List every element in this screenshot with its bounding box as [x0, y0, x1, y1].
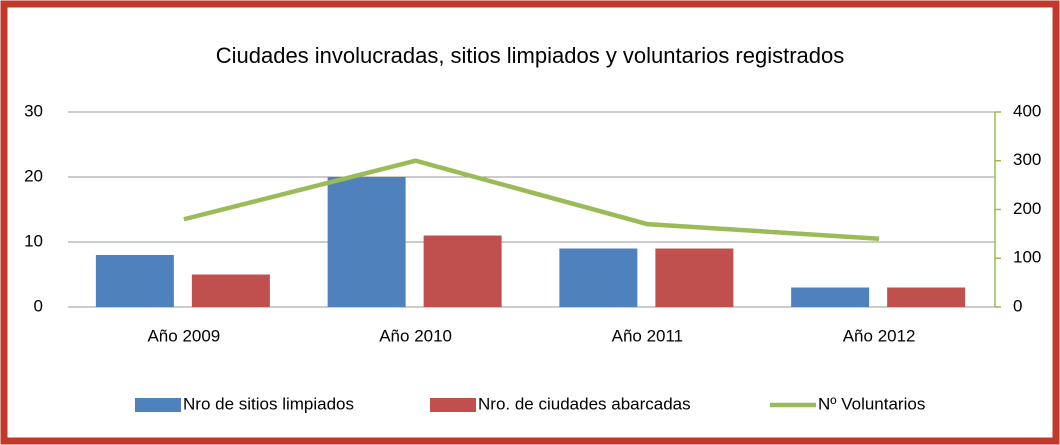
- x-tick-label: Año 2011: [612, 326, 684, 345]
- y2-tick-label: 400: [1013, 101, 1041, 120]
- chart-title: Ciudades involucradas, sitios limpiados …: [216, 43, 845, 68]
- y2-tick-label: 100: [1013, 248, 1041, 267]
- x-tick-label: Año 2010: [379, 326, 452, 345]
- y2-tick-label: 200: [1013, 199, 1041, 218]
- legend-swatch: [135, 398, 181, 412]
- bar: [559, 248, 638, 307]
- bar: [887, 287, 966, 307]
- y-tick-label: 0: [34, 296, 43, 315]
- legend-label: Nro de sitios limpiados: [183, 394, 354, 413]
- bar: [191, 274, 270, 307]
- bar: [791, 287, 870, 307]
- y-tick-label: 30: [24, 101, 43, 120]
- bar: [327, 177, 406, 307]
- y2-tick-label: 0: [1013, 296, 1022, 315]
- y2-tick-label: 300: [1013, 150, 1041, 169]
- x-tick-label: Año 2012: [843, 326, 916, 345]
- x-tick-label: Año 2009: [147, 326, 220, 345]
- legend-swatch: [430, 398, 476, 412]
- bar: [423, 235, 502, 307]
- bar: [95, 255, 174, 307]
- y-tick-label: 10: [24, 231, 43, 250]
- legend-label: Nro. de ciudades abarcadas: [478, 394, 691, 413]
- line: [183, 158, 880, 241]
- y-tick-label: 20: [24, 166, 43, 185]
- bar: [655, 248, 734, 307]
- legend-label: Nº Voluntarios: [818, 394, 925, 413]
